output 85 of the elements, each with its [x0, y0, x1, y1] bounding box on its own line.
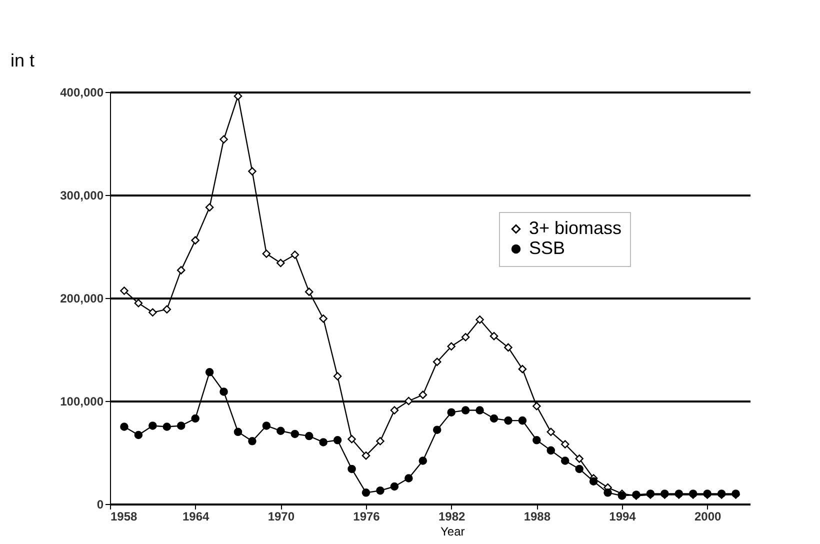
- point: [532, 436, 541, 444]
- point: [461, 406, 470, 414]
- x-axis-title: Year: [440, 524, 465, 538]
- y-axis-title: in t: [10, 50, 35, 70]
- legend-label: 3+ biomass: [529, 218, 622, 238]
- point: [333, 436, 342, 444]
- x-tick-label: 1964: [182, 510, 210, 524]
- point: [376, 486, 384, 495]
- point: [546, 428, 556, 436]
- point: [120, 422, 128, 431]
- point: [461, 333, 470, 342]
- point: [262, 422, 271, 430]
- y-tick-label: 300,000: [60, 188, 104, 202]
- point: [134, 299, 143, 308]
- point: [205, 203, 214, 212]
- point: [276, 258, 285, 268]
- point: [162, 422, 172, 431]
- point: [404, 396, 413, 406]
- point: [404, 474, 413, 482]
- point: [362, 488, 370, 497]
- x-tick-label: 1970: [268, 510, 295, 524]
- point: [348, 464, 356, 474]
- point: [575, 454, 584, 463]
- point: [220, 135, 228, 144]
- point: [418, 456, 428, 465]
- point: [532, 402, 541, 410]
- point: [290, 250, 300, 259]
- y-tick-label: 100,000: [60, 394, 104, 408]
- point: [176, 266, 186, 274]
- point: [120, 286, 128, 295]
- x-tick-label: 1988: [524, 510, 551, 524]
- point: [575, 464, 584, 474]
- point: [248, 167, 256, 176]
- point: [418, 390, 428, 399]
- point: [376, 437, 384, 446]
- point: [476, 315, 484, 324]
- x-tick-label: 1976: [353, 510, 380, 524]
- point: [432, 426, 442, 434]
- point: [504, 343, 512, 352]
- point: [490, 332, 498, 340]
- point: [504, 416, 512, 425]
- point: [362, 451, 370, 460]
- point: [390, 482, 399, 491]
- point: [560, 456, 570, 465]
- point: [205, 368, 214, 376]
- point: [560, 440, 570, 448]
- legend-label: SSB: [529, 238, 566, 258]
- point: [546, 446, 556, 455]
- point: [447, 408, 456, 416]
- point: [304, 432, 314, 440]
- point: [319, 314, 328, 323]
- point: [276, 426, 285, 435]
- point: [191, 414, 200, 423]
- point: [248, 437, 256, 446]
- point: [262, 250, 271, 258]
- point: [618, 492, 626, 500]
- point: [134, 430, 143, 440]
- point: [176, 422, 186, 430]
- y-tick-label: 0: [96, 498, 104, 512]
- point: [319, 438, 328, 446]
- point: [476, 406, 484, 414]
- point: [304, 288, 314, 296]
- point: [220, 388, 228, 396]
- point: [604, 488, 612, 497]
- point: [148, 308, 157, 317]
- x-tick-label: 1994: [609, 510, 636, 524]
- point: [234, 428, 242, 436]
- y-tick-label: 200,000: [60, 292, 104, 306]
- point: [390, 406, 399, 414]
- point: [447, 342, 456, 351]
- point: [191, 236, 200, 244]
- point: [290, 430, 300, 438]
- point: [148, 422, 157, 430]
- x-tick-label: 1958: [110, 510, 138, 524]
- point: [589, 477, 598, 486]
- point: [348, 434, 356, 444]
- point: [333, 372, 342, 380]
- point: [518, 364, 527, 374]
- y-tick-label: 400,000: [60, 86, 104, 100]
- point: [432, 358, 442, 366]
- point: [490, 414, 498, 423]
- point: [518, 416, 527, 425]
- point: [162, 305, 172, 314]
- x-tick-label: 1982: [438, 510, 466, 524]
- x-tick-label: 2000: [694, 510, 722, 524]
